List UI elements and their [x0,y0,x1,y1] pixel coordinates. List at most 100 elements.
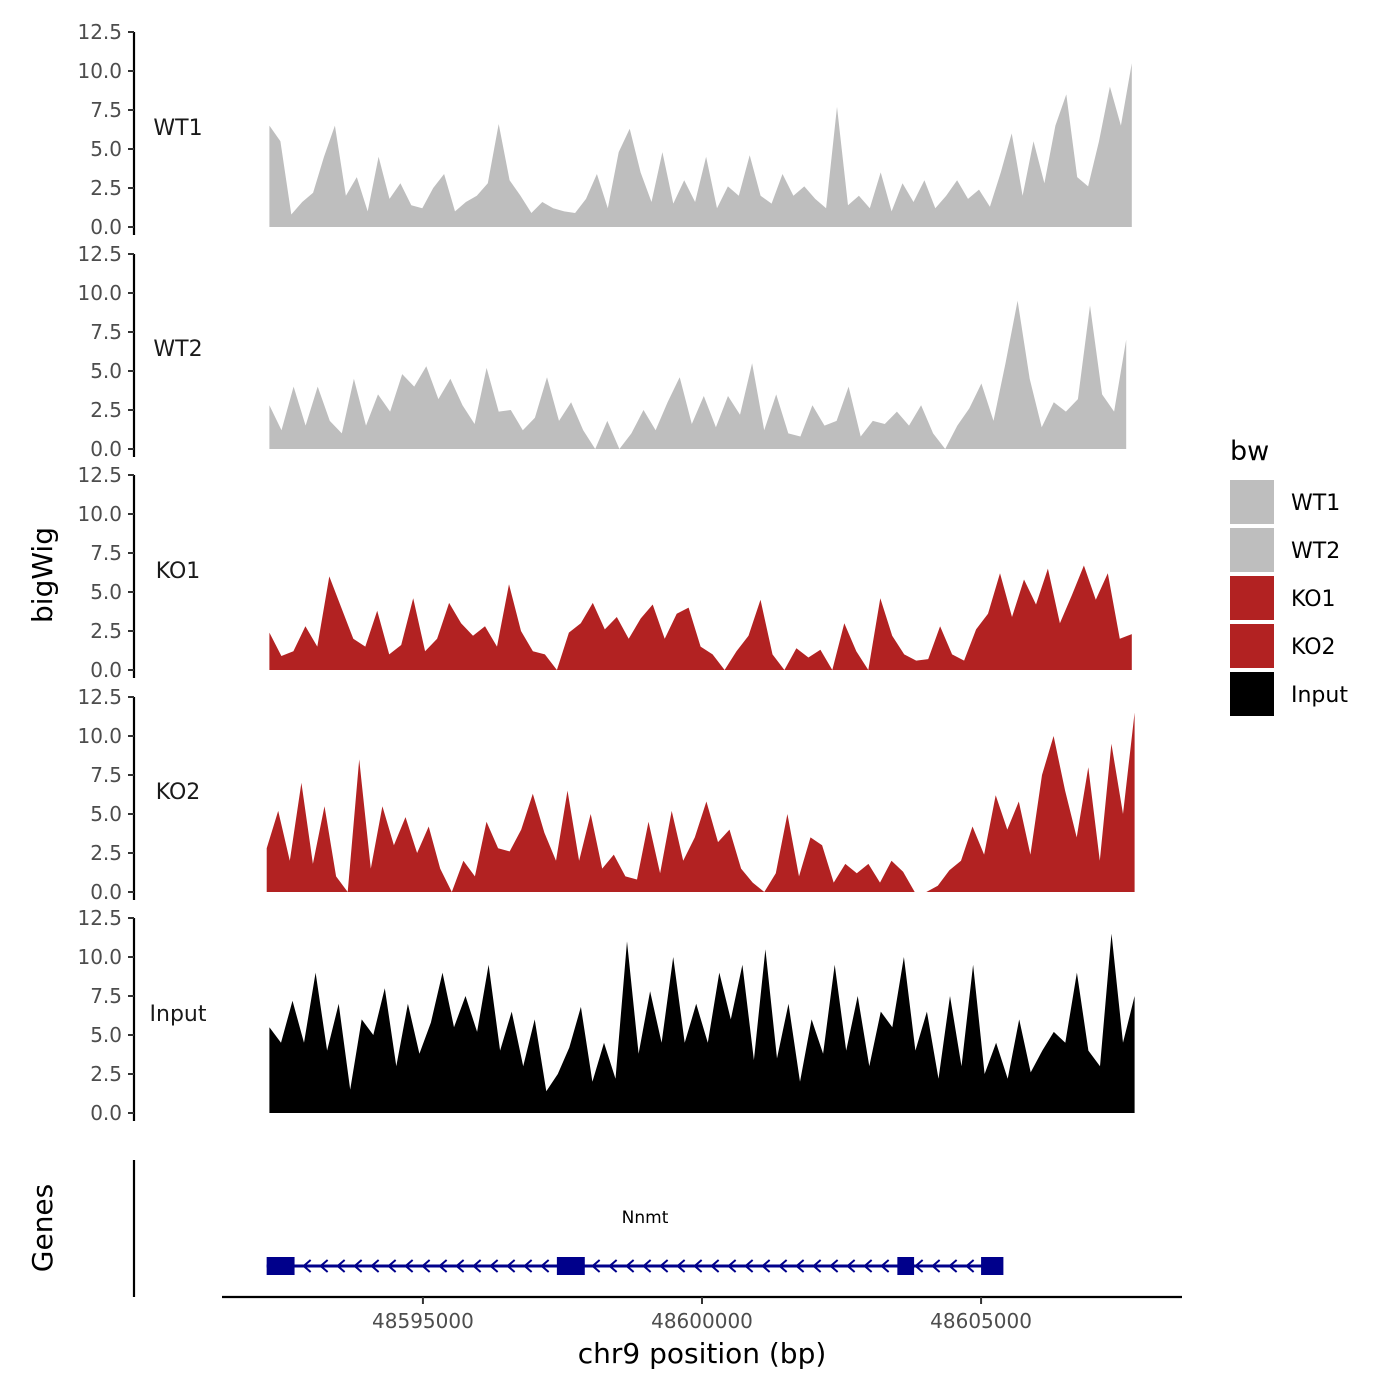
strand-arrow [778,1259,788,1273]
y-tick-label: 0.0 [90,1101,122,1125]
strand-arrow [863,1259,873,1273]
y-tick-label: 7.5 [90,98,122,122]
strand-arrow [659,1259,669,1273]
strand-arrow [455,1259,465,1273]
track-ko1: 0.0 2.5 5.0 7.5 10.0 12.5 KO1 [77,463,1132,682]
strand-arrow [353,1259,363,1273]
y-tick-label: 0.0 [90,658,122,682]
y-tick-label: 12.5 [77,685,122,709]
track-label: Input [150,1002,207,1027]
x-tick-label: 48605000 [930,1309,1032,1333]
y-tick-label: 10.0 [77,502,122,526]
legend-label: KO2 [1291,635,1336,660]
track-wt2: 0.0 2.5 5.0 7.5 10.0 12.5 WT2 [77,242,1127,461]
y-tick-label: 5.0 [90,580,122,604]
legend-swatch [1230,576,1274,620]
strand-arrow [846,1259,856,1273]
track-wt1: 0.0 2.5 5.0 7.5 10.0 12.5 WT1 [77,20,1132,239]
exon [556,1257,585,1275]
y-tick-label: 10.0 [77,724,122,748]
y-tick-label: 10.0 [77,59,122,83]
y-tick-label: 2.5 [90,1062,122,1086]
gene-track: Nnmt [132,1160,1004,1297]
legend-label: Input [1291,683,1348,708]
legend-label: WT1 [1291,491,1340,516]
legend-label: WT2 [1291,539,1340,564]
x-tick-label: 48595000 [372,1309,474,1333]
signal-area [266,712,1135,892]
strand-arrow [472,1259,482,1273]
strand-arrow [370,1259,380,1273]
exon [981,1257,1004,1275]
gene-name-label: Nnmt [622,1208,669,1228]
strand-arrow [438,1259,448,1273]
y-tick-label: 12.5 [77,463,122,487]
y-tick-label: 2.5 [90,619,122,643]
y-tick-label: 5.0 [90,359,122,383]
y-tick-label: 7.5 [90,763,122,787]
legend-label: KO1 [1291,587,1336,612]
y-tick-label: 10.0 [77,945,122,969]
track-label: WT1 [153,116,202,141]
strand-arrow [489,1259,499,1273]
strand-arrow [795,1259,805,1273]
strand-arrow [710,1259,720,1273]
strand-arrow [387,1259,397,1273]
signal-tracks: 0.0 2.5 5.0 7.5 10.0 12.5 WT1 0.0 2.5 5.0 7.5 10.0 1… [77,20,1135,1125]
strand-arrow [931,1259,941,1273]
y-tick-label: 7.5 [90,320,122,344]
strand-arrow [591,1259,601,1273]
strand-arrow [676,1259,686,1273]
legend-swatch [1230,624,1274,668]
strand-arrow [625,1259,635,1273]
x-tick-label: 48600000 [651,1309,753,1333]
strand-arrow [948,1259,958,1273]
signal-area [269,933,1135,1113]
y-tick-label: 7.5 [90,984,122,1008]
strand-arrow [693,1259,703,1273]
strand-arrow [642,1259,652,1273]
exon [897,1257,915,1275]
y-tick-label: 5.0 [90,802,122,826]
y-tick-label: 2.5 [90,398,122,422]
gene-axis-title: Genes [26,1184,59,1272]
strand-arrow [914,1259,924,1273]
strand-arrow [319,1259,329,1273]
y-tick-label: 12.5 [77,20,122,44]
track-ko2: 0.0 2.5 5.0 7.5 10.0 12.5 KO2 [77,685,1135,904]
strand-arrow [727,1259,737,1273]
strand-arrow [829,1259,839,1273]
strand-arrow [336,1259,346,1273]
legend-title: bw [1230,436,1269,467]
exon [266,1257,295,1275]
strand-arrow [608,1259,618,1273]
legend-swatch [1230,480,1274,524]
legend-swatch [1230,528,1274,572]
strand-arrow [421,1259,431,1273]
track-label: KO1 [156,559,201,584]
track-input: 0.0 2.5 5.0 7.5 10.0 12.5 Input [77,906,1135,1125]
y-tick-label: 0.0 [90,880,122,904]
y-axis-title: bigWig [26,527,59,623]
y-tick-label: 2.5 [90,176,122,200]
strand-arrow [761,1259,771,1273]
track-label: KO2 [156,780,201,805]
y-tick-label: 2.5 [90,841,122,865]
y-tick-label: 12.5 [77,906,122,930]
y-tick-label: 12.5 [77,242,122,266]
x-axis: 48595000 48600000 48605000 [222,1295,1182,1333]
y-tick-label: 10.0 [77,281,122,305]
track-label: WT2 [153,337,202,362]
x-axis-title: chr9 position (bp) [578,1337,827,1370]
y-tick-label: 5.0 [90,1023,122,1047]
signal-area [269,63,1132,228]
strand-arrow [965,1259,975,1273]
strand-arrow [506,1259,516,1273]
y-tick-label: 5.0 [90,137,122,161]
y-tick-label: 0.0 [90,215,122,239]
strand-arrow [880,1259,890,1273]
legend: bw WT1 WT2 KO1 KO2 Input [1230,436,1348,716]
strand-arrow [812,1259,822,1273]
strand-arrow [404,1259,414,1273]
